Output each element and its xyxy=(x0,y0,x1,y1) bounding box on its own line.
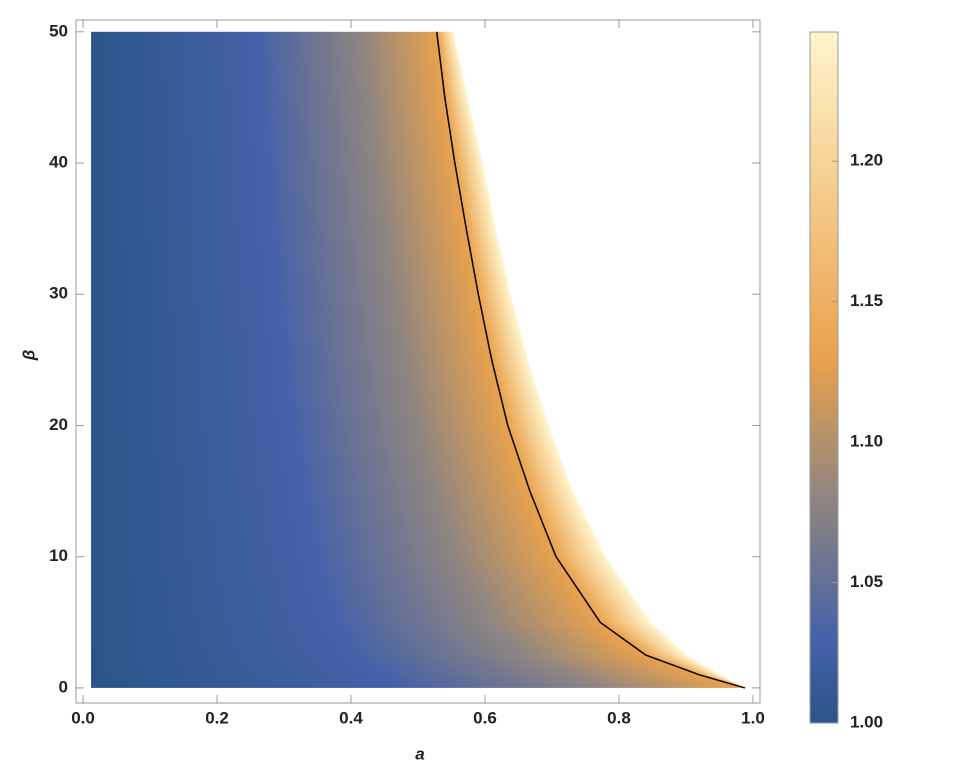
y-tick-label: 0 xyxy=(59,677,68,696)
x-tick-label: 0.6 xyxy=(473,708,497,727)
x-tick-label: 0.2 xyxy=(205,708,229,727)
y-axis-label: β xyxy=(19,350,38,362)
colorbar-tick-label: 1.10 xyxy=(850,432,883,451)
y-tick-label: 40 xyxy=(49,153,68,172)
x-tick-label: 0.8 xyxy=(607,708,631,727)
colorbar-tick-label: 1.15 xyxy=(850,291,883,310)
colorbar-tick-label: 1.05 xyxy=(850,572,883,591)
field-strip xyxy=(91,686,744,688)
y-tick-label: 20 xyxy=(49,415,68,434)
colorbar-tick-label: 1.00 xyxy=(850,712,883,731)
y-tick-label: 10 xyxy=(49,546,68,565)
colorbar-tick-label: 1.20 xyxy=(850,151,883,170)
x-tick-label: 0.0 xyxy=(71,708,95,727)
y-tick-label: 50 xyxy=(49,21,68,40)
x-axis-label: a xyxy=(415,744,424,763)
y-tick-label: 30 xyxy=(49,284,68,303)
colorbar xyxy=(810,32,838,723)
x-tick-label: 1.0 xyxy=(741,708,765,727)
x-tick-label: 0.4 xyxy=(339,708,363,727)
